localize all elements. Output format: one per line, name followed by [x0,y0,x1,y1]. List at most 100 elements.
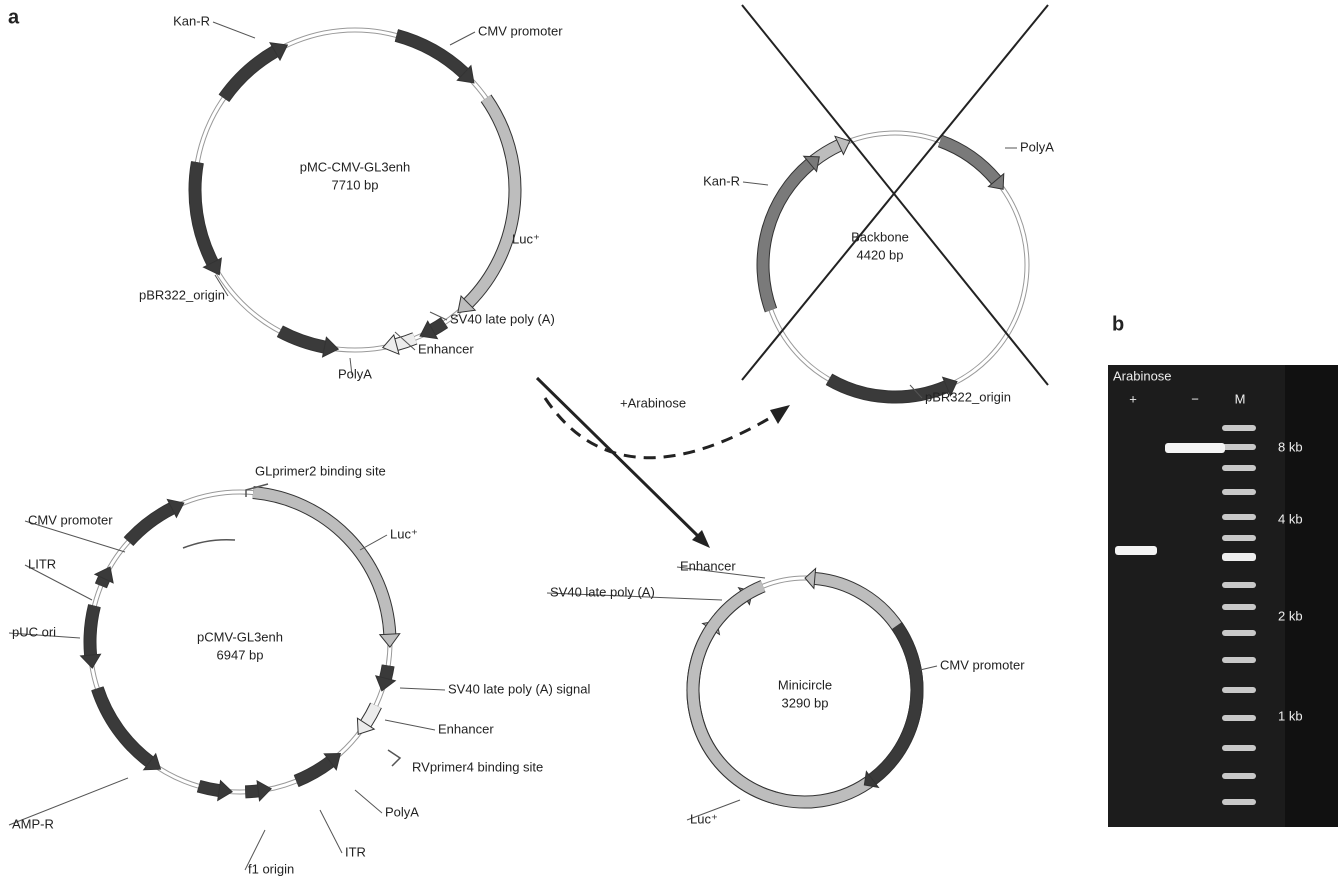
leader-line [546,592,723,601]
label: Enhancer [418,341,474,356]
arrowhead [692,530,710,548]
feature-arrowhead [419,320,439,340]
leader-line [8,632,81,639]
label: SV40 late poly (A) [550,584,655,599]
leader-line [676,566,766,579]
label: ITR [345,844,366,859]
arrow [535,376,702,540]
leader-line [214,274,229,297]
ladder-band [1222,489,1256,495]
label: pUC ori [12,624,56,639]
leader-line [686,799,741,821]
feature-arc [244,785,259,798]
label: AMP-R [12,816,54,831]
label: PolyA [385,804,419,819]
label: Luc⁺ [390,526,418,541]
sample-band [1165,443,1225,453]
ladder-band [1222,604,1256,610]
feature-arrowhead [456,64,475,84]
leader-line [24,564,93,601]
feature-arc [429,318,448,335]
leader-line [384,719,436,731]
feature-arrowhead [256,780,273,802]
label: 6947 bp [217,647,264,662]
feature-arrowhead [987,172,1005,190]
label: Enhancer [680,558,736,573]
ladder-band [1222,425,1256,431]
sample-band [1115,546,1157,555]
feature-arc [826,374,949,403]
ladder-band [1222,630,1256,636]
marker-label: 4 kb [1278,511,1303,526]
lane-label: M [1235,391,1246,406]
lane-label: + [1129,391,1137,406]
leader-line [8,777,129,826]
label: Minicircle [778,677,832,692]
gel-edge [1285,365,1338,827]
feature-arrowhead [834,135,851,156]
leader-line [449,31,476,46]
leader-line [212,21,256,39]
feature-arc [92,686,154,767]
leader-line [24,520,126,553]
feature-arc [124,503,175,546]
leader-line [354,789,383,814]
feature-arc [394,30,468,78]
marker-label: 1 kb [1278,708,1303,723]
feature-arrowhead [93,566,114,584]
label: RVprimer4 binding site [412,759,543,774]
feature-arrowhead [378,633,401,649]
feature-arc [380,664,394,680]
feature-arrowhead [863,770,880,789]
primer-arc [182,538,236,549]
label: Backbone [851,229,909,244]
feature-arrowhead [381,333,400,356]
leader-line [394,331,416,351]
label: CMV promoter [478,23,563,38]
leader-line [742,181,769,186]
ladder-band [1222,465,1256,471]
leader-line [919,665,938,671]
label: GLprimer2 binding site [255,463,386,478]
feature-arrowhead [79,653,102,669]
feature-arc [95,576,110,588]
label: 4420 bp [857,247,904,262]
panel-label: b [1112,313,1124,335]
feature-arc [869,622,923,784]
ladder-band [1222,773,1256,779]
feature-arc [252,487,396,635]
leader-line [244,829,266,871]
feature-arrowhead [941,376,958,397]
ladder-band [1222,715,1256,721]
ladder-band [1222,514,1256,520]
feature-arrowhead [269,42,289,62]
ladder-band [1222,582,1256,588]
feature-arc [197,780,220,796]
label: LITR [28,556,56,571]
ladder-band [1222,535,1256,541]
feature-arrowhead [142,752,162,771]
leader-line [399,687,446,691]
label: Kan-R [703,173,740,188]
gel-title: Arabinose [1113,368,1172,383]
ladder-band [1222,687,1256,693]
feature-arc [938,135,1001,184]
leader-line [319,809,343,854]
ladder-band [1222,657,1256,663]
leader-line [359,534,388,551]
label: Enhancer [438,721,494,736]
leader-line [429,311,448,321]
feature-arrowhead [202,257,222,276]
lane-label: − [1191,391,1199,406]
feature-arc [277,326,326,353]
label: Luc⁺ [512,231,540,246]
label: CMV promoter [28,512,113,527]
marker-label: 8 kb [1278,439,1303,454]
feature-arrowhead [804,567,817,590]
feature-arrowhead [323,752,342,771]
cross-line [741,4,1049,386]
label: Luc⁺ [690,811,718,826]
label: SV40 late poly (A) signal [448,681,590,696]
ladder-band [1222,553,1256,561]
